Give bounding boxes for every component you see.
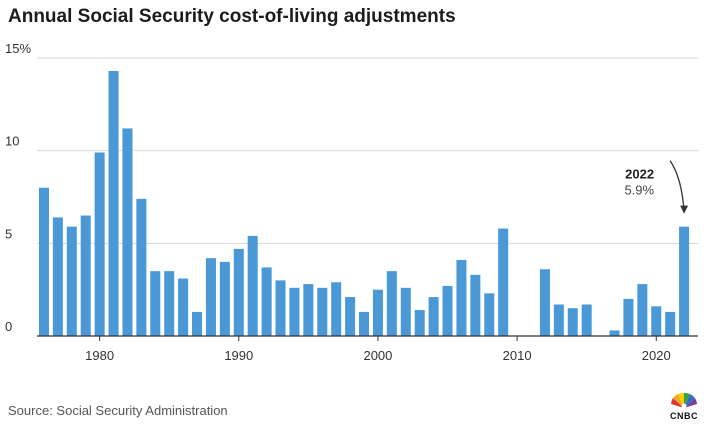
bar-1989 <box>219 261 230 336</box>
bar-2019 <box>637 284 648 336</box>
bar-2013 <box>553 304 564 336</box>
bar-1996 <box>317 287 328 336</box>
bar-1995 <box>303 284 314 336</box>
source-note: Source: Social Security Administration <box>8 403 228 418</box>
bar-1990 <box>233 248 244 336</box>
bar-2003 <box>414 310 425 336</box>
bar-1976 <box>38 187 49 336</box>
bar-2009 <box>498 228 509 336</box>
bar-2006 <box>456 260 467 336</box>
x-tick-label-2010: 2010 <box>503 348 532 363</box>
bar-1991 <box>247 235 258 336</box>
bar-2005 <box>442 285 453 336</box>
bar-1987 <box>192 311 203 336</box>
bar-2002 <box>400 287 411 336</box>
bar-2014 <box>567 308 578 336</box>
y-axis-labels: 0 5 10 15% <box>5 41 31 334</box>
annotation-2022: 2022 5.9% <box>624 160 689 214</box>
y-tick-label-10: 10 <box>5 134 19 149</box>
bar-1999 <box>359 311 370 336</box>
bar-2007 <box>470 274 481 336</box>
bar-1994 <box>289 287 300 336</box>
bar-1981 <box>108 70 119 337</box>
bar-2004 <box>428 297 439 336</box>
bar-1986 <box>178 278 189 336</box>
bar-1992 <box>261 267 272 336</box>
bar-1988 <box>205 258 216 336</box>
x-tick-label-1980: 1980 <box>85 348 114 363</box>
bar-1982 <box>122 128 133 336</box>
annotation-year: 2022 <box>625 167 654 182</box>
bar-2001 <box>386 271 397 336</box>
bar-2000 <box>372 289 383 336</box>
y-tick-label-5: 5 <box>5 226 12 241</box>
bar-1993 <box>275 280 286 336</box>
brand-name: CNBC <box>670 411 698 421</box>
annotation-value: 5.9% <box>624 183 654 198</box>
bar-2017 <box>609 330 620 336</box>
bar-2008 <box>484 293 495 336</box>
y-tick-label-0: 0 <box>5 319 12 334</box>
bar-2018 <box>623 298 634 336</box>
x-tick-label-1990: 1990 <box>224 348 253 363</box>
bar-2020 <box>651 306 662 336</box>
x-tick-label-2000: 2000 <box>363 348 392 363</box>
gridlines <box>37 57 698 244</box>
y-tick-label-15: 15% <box>5 41 31 56</box>
bar-2022 <box>679 226 690 336</box>
bar-1977 <box>52 217 63 336</box>
bar-1980 <box>94 152 105 336</box>
bar-1983 <box>136 198 147 336</box>
bar-1978 <box>66 226 77 336</box>
bars <box>38 70 690 337</box>
bar-2012 <box>539 269 550 336</box>
bar-1998 <box>345 297 356 336</box>
bar-2021 <box>665 311 676 336</box>
bar-1979 <box>80 215 91 336</box>
bar-1985 <box>164 271 175 336</box>
bar-1984 <box>150 271 161 336</box>
annotation-arrowhead <box>680 205 689 214</box>
peacock-logo-icon: CNBC <box>662 388 706 422</box>
bar-1997 <box>331 282 342 336</box>
x-axis-ticks: 1980 1990 2000 2010 2020 <box>85 336 671 363</box>
x-tick-label-2020: 2020 <box>642 348 671 363</box>
bar-2015 <box>581 304 592 336</box>
chart-title: Annual Social Security cost-of-living ad… <box>8 6 456 27</box>
annotation-arrow <box>669 160 685 213</box>
